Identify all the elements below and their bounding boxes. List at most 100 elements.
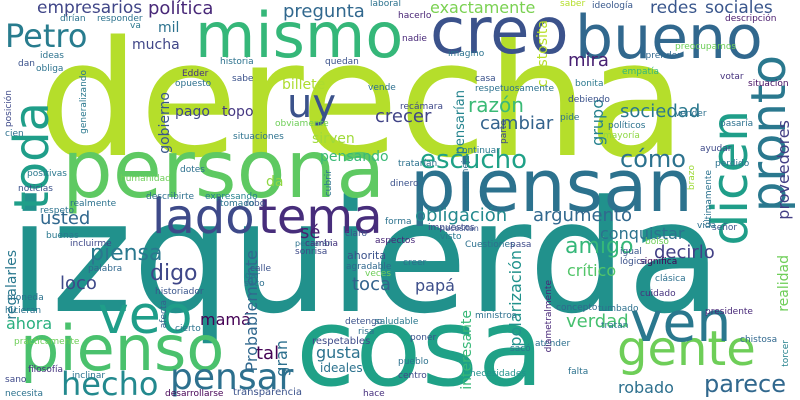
- word-desarrollarse: desarrollarse: [165, 389, 224, 399]
- word-practicamente: prácticamente: [14, 337, 80, 347]
- word-veo: veo: [98, 286, 193, 346]
- word-da: da: [266, 174, 284, 190]
- word-quedan: quedan: [325, 57, 359, 67]
- word-politica: política: [148, 0, 214, 19]
- word-bonita: bonita: [575, 79, 604, 89]
- word-necesitan: necesitan: [440, 224, 479, 233]
- word-saludable: saludable: [375, 317, 419, 327]
- word-brazo: brazo: [687, 165, 697, 191]
- word-gusta: gusta: [316, 343, 361, 362]
- word-sano: sano: [5, 375, 27, 385]
- word-billete: billete: [282, 77, 326, 93]
- word-dar: dar: [245, 271, 260, 281]
- word-historiador: historiador: [155, 287, 204, 297]
- word-pueblo: pueblo: [398, 357, 429, 367]
- word-mira: mira: [568, 50, 609, 71]
- word-gente: gente: [617, 321, 756, 377]
- word-dotes: dotes: [180, 165, 205, 175]
- word-debiendo: debiendo: [568, 95, 610, 105]
- word-logica: lógica: [620, 257, 647, 267]
- word-creer: creer: [403, 258, 427, 268]
- word-generalizando: generalizando: [79, 70, 89, 134]
- word-falta: falta: [568, 367, 589, 377]
- word-empresarios: empresarios: [37, 0, 143, 18]
- word-pago: pago: [175, 104, 210, 120]
- word-recamara: recámara: [400, 102, 444, 112]
- word-parte: parte: [499, 120, 509, 144]
- word-piensan: piensan: [410, 144, 693, 228]
- word-dinero: dinero: [390, 179, 419, 189]
- word-necesita: necesita: [5, 389, 43, 399]
- word-dan: dan: [18, 59, 35, 69]
- word-vende: vende: [368, 83, 396, 93]
- word-vender: vender: [675, 109, 707, 119]
- word-cien: cien: [5, 129, 24, 139]
- word-aprender: aprender: [640, 51, 681, 61]
- word-centro: centro: [398, 371, 427, 381]
- word-posicion: posición: [4, 90, 14, 128]
- word-poner: poner: [410, 333, 437, 343]
- word-buenas: buenas: [46, 231, 79, 241]
- word-argumento: argumento: [533, 205, 633, 226]
- word-toca: toca: [352, 274, 391, 295]
- word-tema: tema: [258, 189, 383, 245]
- word-tumbado: tumbado: [598, 304, 639, 314]
- word-calle: calle: [250, 264, 272, 274]
- word-ideologia: ideología: [592, 1, 633, 11]
- word-obliga: obliga: [36, 64, 64, 74]
- word-mucha: mucha: [132, 37, 180, 53]
- word-describirte: describirte: [146, 192, 195, 202]
- word-responder: responder: [97, 14, 143, 24]
- word-pensarian: pensarían: [453, 90, 468, 155]
- word-va: va: [130, 21, 141, 31]
- word-proveedores: proveedores: [774, 120, 793, 220]
- word-izquierda: izquierda: [8, 167, 722, 348]
- word-obviamente: obviamente: [275, 119, 329, 129]
- word-saco: sacó: [510, 344, 531, 354]
- word-filosofia: filosofía: [28, 365, 64, 375]
- word-expresando: expresando: [205, 192, 258, 202]
- word-como: cómo: [620, 145, 686, 173]
- word-amigo: amigo: [565, 234, 634, 259]
- word-tal: tal: [256, 343, 280, 364]
- word-ven: ven: [630, 290, 732, 354]
- word-realidad: realidad: [776, 255, 792, 312]
- word-pide: pide: [560, 113, 580, 123]
- word-laboral: laboral: [370, 0, 401, 9]
- word-ahora: ahora: [6, 314, 53, 333]
- word-digo: digo: [150, 261, 198, 286]
- word-gobierno: gobierno: [157, 92, 173, 154]
- word-polarizacion: polarización: [506, 250, 525, 347]
- word-chistosa: chistosa: [740, 335, 778, 345]
- word-risa: risa: [358, 327, 375, 337]
- word-ideas: ideas: [40, 51, 64, 61]
- word-hecho: hecho: [61, 365, 159, 400]
- word-diametralmente: diametralmente: [544, 280, 554, 353]
- word-gran: gran: [272, 340, 291, 377]
- word-descripcion: descripción: [725, 14, 777, 24]
- word-historia: historia: [220, 57, 254, 67]
- word-ministros: ministros: [475, 311, 517, 321]
- word-detengo: detengo: [345, 317, 383, 327]
- word-mismo: mismo: [195, 0, 404, 72]
- word-sirven: sirven: [312, 131, 355, 147]
- word-ideales: ideales: [320, 361, 363, 375]
- word-transparencia: transparencia: [233, 387, 302, 398]
- word-situacion: situación: [748, 79, 789, 89]
- word-cambia: cambia: [305, 239, 338, 249]
- word-opuesto: opuesto: [175, 79, 212, 89]
- word-lado: lado: [152, 189, 255, 245]
- word-torcer: torcer: [781, 340, 791, 367]
- word-uy: uy: [287, 81, 337, 127]
- word-pregunta: pregunta: [283, 1, 365, 22]
- word-hace: hace: [363, 389, 385, 399]
- word-cosa: cosa: [296, 286, 544, 400]
- word-mama: mamá: [200, 310, 251, 329]
- word-aspectos: aspectos: [375, 236, 416, 246]
- word-presidente: presidente: [705, 307, 753, 317]
- word-visto: visto: [440, 232, 462, 242]
- word-moneda: moneda: [7, 293, 44, 303]
- word-cuestiones: Cuestiones: [465, 240, 515, 250]
- word-sabe: sabe: [232, 74, 254, 84]
